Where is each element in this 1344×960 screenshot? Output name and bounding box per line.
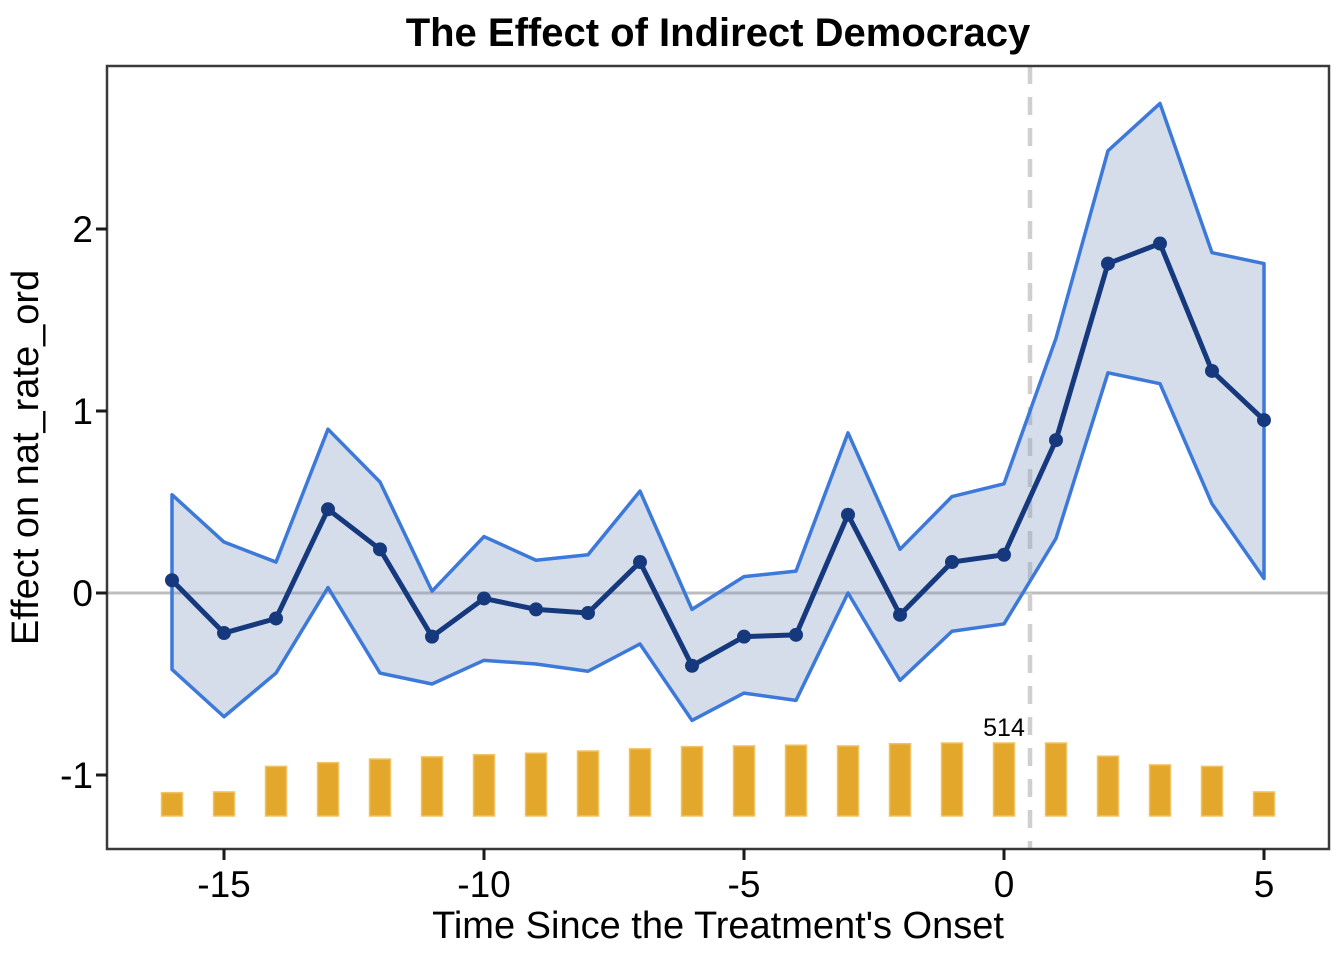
obs-count-bar <box>160 791 184 817</box>
estimate-point <box>893 607 907 622</box>
obs-count-bar <box>784 744 808 817</box>
obs-count-bar <box>1044 742 1068 817</box>
estimate-line <box>169 241 1267 669</box>
estimate-point <box>1049 433 1063 448</box>
obs-count-bar <box>940 742 964 817</box>
obs-count-bar <box>316 761 340 817</box>
estimate-point <box>945 555 959 570</box>
y-tick-label: -1 <box>60 755 93 796</box>
estimate-point <box>1101 256 1115 271</box>
obs-count-bar <box>1252 791 1276 817</box>
estimate-point <box>1257 413 1271 428</box>
estimate-point <box>529 602 543 617</box>
obs-count-bar <box>472 753 496 817</box>
obs-count-bar <box>1148 764 1172 817</box>
obs-count-bar <box>888 742 912 817</box>
x-tick-label: 0 <box>994 864 1015 905</box>
x-tick-label: -10 <box>457 864 510 905</box>
estimate-point <box>425 629 439 644</box>
estimate-point <box>321 502 335 517</box>
chart-title: The Effect of Indirect Democracy <box>406 11 1031 55</box>
estimate-point <box>841 507 855 522</box>
estimate-point <box>685 658 699 673</box>
confidence-band <box>170 101 1266 723</box>
obs-count-bar <box>576 750 600 817</box>
estimate-point <box>1205 363 1219 378</box>
estimate-point <box>789 627 803 642</box>
estimate-point <box>165 573 179 588</box>
x-axis-label: Time Since the Treatment's Onset <box>432 905 1004 947</box>
x-tick-label: -15 <box>197 864 250 905</box>
estimate-point <box>269 611 283 626</box>
x-tick-label: 5 <box>1254 864 1275 905</box>
estimate-point <box>477 591 491 606</box>
estimate-point <box>1153 236 1167 251</box>
y-tick-label: 2 <box>72 209 93 250</box>
obs-count-bar <box>212 791 236 817</box>
obs-count-bar <box>836 745 860 817</box>
obs-count-bar <box>1096 755 1120 817</box>
x-tick-label: -5 <box>728 864 761 905</box>
obs-count-bar <box>628 748 652 817</box>
estimate-point <box>737 629 751 644</box>
y-tick-label: 1 <box>72 391 93 432</box>
obs-count-bar <box>264 765 288 817</box>
estimate-point <box>997 547 1011 562</box>
y-axis-label: Effect on nat_rate_ord <box>5 270 47 645</box>
panel-border <box>105 64 1331 851</box>
estimate-point <box>373 542 387 557</box>
obs-count-max-label: 514 <box>983 714 1025 742</box>
estimate-point <box>633 555 647 570</box>
obs-count-bar <box>524 752 548 817</box>
estimate-point <box>217 626 231 641</box>
obs-count-bar <box>420 756 444 817</box>
obs-count-bar <box>732 745 756 817</box>
obs-count-bar <box>368 758 392 817</box>
y-tick-label: 0 <box>72 573 93 614</box>
obs-count-bar <box>992 742 1016 817</box>
estimate-point <box>581 606 595 621</box>
obs-count-bar <box>680 745 704 817</box>
obs-count-bar <box>1200 765 1224 817</box>
